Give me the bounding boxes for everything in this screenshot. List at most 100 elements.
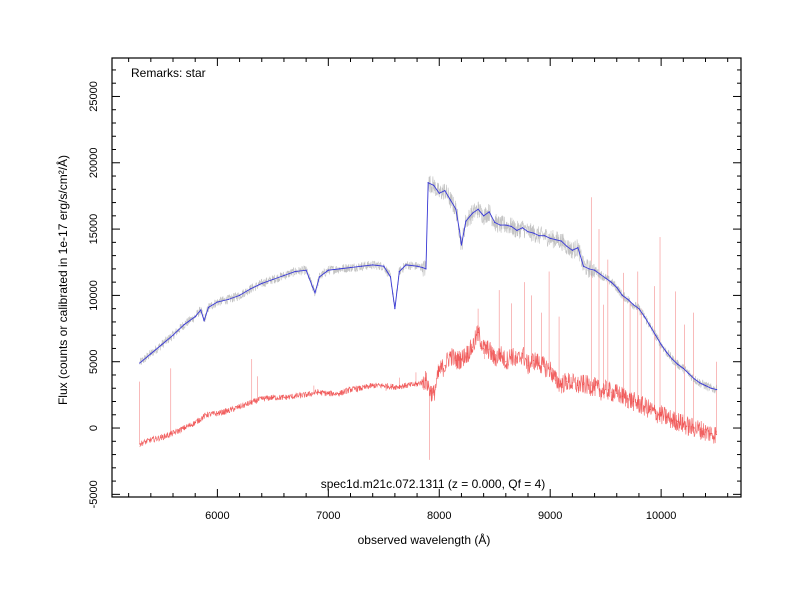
series-layer — [139, 181, 718, 448]
error-flux-point — [422, 381, 424, 383]
smoothed-flux-point — [449, 199, 451, 201]
smoothed-flux-point — [677, 363, 679, 365]
error-flux-point — [638, 403, 640, 405]
error-flux-point — [677, 420, 679, 422]
smoothed-flux-point — [593, 269, 596, 271]
error-flux-point — [466, 353, 468, 355]
smoothed-flux-point — [471, 212, 474, 214]
error-flux-point — [499, 353, 501, 355]
error-flux-point — [433, 394, 435, 396]
smoothed-flux-point — [643, 316, 646, 318]
smoothed-flux-point — [465, 220, 467, 222]
error-flux-point — [605, 389, 607, 391]
error-flux-point — [643, 406, 645, 408]
error-flux-point — [649, 408, 651, 410]
error-flux-point — [250, 402, 252, 404]
smoothed-flux-point — [632, 304, 634, 306]
error-flux-point — [610, 391, 612, 393]
smoothed-flux-point — [605, 277, 607, 279]
smoothed-flux-point — [499, 224, 501, 226]
axis-ticks — [112, 58, 741, 497]
smoothed-flux-point — [433, 184, 435, 186]
smoothed-flux-point — [582, 265, 585, 267]
smoothed-flux-point — [305, 269, 307, 271]
y-tick-label: 15000 — [88, 214, 100, 245]
smoothed-flux-point — [666, 351, 668, 354]
error-flux-point — [216, 412, 218, 414]
error-flux-point — [693, 427, 695, 429]
error-flux-point — [510, 354, 512, 356]
smoothed-flux-point — [394, 308, 396, 310]
smoothed-flux-point — [405, 264, 407, 266]
smoothed-flux-point — [599, 273, 601, 275]
smoothed-flux-point — [361, 265, 363, 267]
smoothed-flux-point — [314, 292, 316, 294]
error-flux-point — [494, 358, 496, 360]
error-flux-point — [338, 393, 340, 395]
error-flux-line — [139, 325, 717, 448]
error-flux-point — [438, 370, 440, 372]
smoothed-flux-point — [272, 278, 274, 281]
error-flux-point — [372, 385, 374, 387]
error-flux-point — [425, 379, 427, 381]
smoothed-flux-point — [422, 266, 424, 269]
error-flux-point — [521, 353, 523, 355]
smoothed-flux-point — [207, 306, 210, 308]
error-flux-point — [655, 412, 657, 414]
error-flux-point — [361, 387, 363, 389]
smoothed-flux-point — [150, 353, 152, 355]
error-flux-point — [394, 386, 396, 388]
error-flux-point — [705, 431, 706, 433]
smoothed-flux-point — [383, 265, 385, 267]
smoothed-flux-point — [139, 362, 141, 364]
smoothed-flux-point — [510, 225, 512, 228]
smoothed-flux-point — [327, 269, 329, 271]
error-flux-point — [350, 389, 352, 391]
error-flux-point — [571, 382, 573, 384]
error-flux-point — [699, 428, 701, 430]
error-flux-point — [305, 394, 307, 396]
error-flux-point — [621, 395, 623, 397]
smoothed-flux-point — [566, 245, 568, 247]
error-flux-point — [599, 390, 601, 392]
y-tick-label: 20000 — [88, 147, 100, 178]
smoothed-flux-point — [699, 382, 701, 384]
spectrum-caption: spec1d.m21c.072.1311 (z = 0.000, Qf = 4) — [321, 477, 546, 491]
smoothed-flux-point — [477, 208, 479, 210]
smoothed-flux-point — [438, 192, 440, 194]
smoothed-flux-point — [521, 227, 524, 229]
smoothed-flux-point — [425, 268, 427, 270]
error-flux-point — [688, 426, 690, 428]
error-flux-point — [283, 397, 285, 399]
error-flux-point — [682, 423, 684, 425]
smoothed-flux-point — [294, 270, 296, 273]
smoothed-flux-point — [532, 232, 535, 234]
smoothed-flux-point — [194, 316, 196, 318]
smoothed-flux-point — [588, 268, 590, 270]
error-flux-point — [544, 366, 546, 368]
error-flux-point — [666, 416, 668, 418]
smoothed-flux-point — [494, 221, 496, 224]
smoothed-flux-point — [161, 343, 163, 346]
smoothed-flux-point — [283, 274, 285, 277]
error-flux-point — [527, 365, 529, 367]
x-tick-label: 10000 — [646, 510, 677, 522]
smoothed-flux-point — [560, 240, 562, 242]
error-flux-point — [183, 427, 185, 429]
error-flux-point — [239, 406, 241, 408]
error-flux-point — [577, 385, 579, 387]
error-flux-point — [582, 383, 584, 385]
error-flux-point — [488, 349, 490, 351]
smoothed-flux-point — [649, 325, 651, 327]
error-flux-point — [549, 369, 551, 371]
smoothed-flux-point — [555, 239, 557, 241]
smoothed-flux-point — [460, 244, 463, 246]
smoothed-flux-point — [538, 235, 540, 237]
error-flux-point — [671, 419, 673, 421]
error-flux-point — [566, 381, 568, 383]
x-axis-title: observed wavelength (Å) — [358, 532, 491, 547]
smoothed-flux-point — [183, 323, 185, 326]
error-flux-point — [627, 398, 629, 400]
y-tick-label: 10000 — [88, 280, 100, 311]
